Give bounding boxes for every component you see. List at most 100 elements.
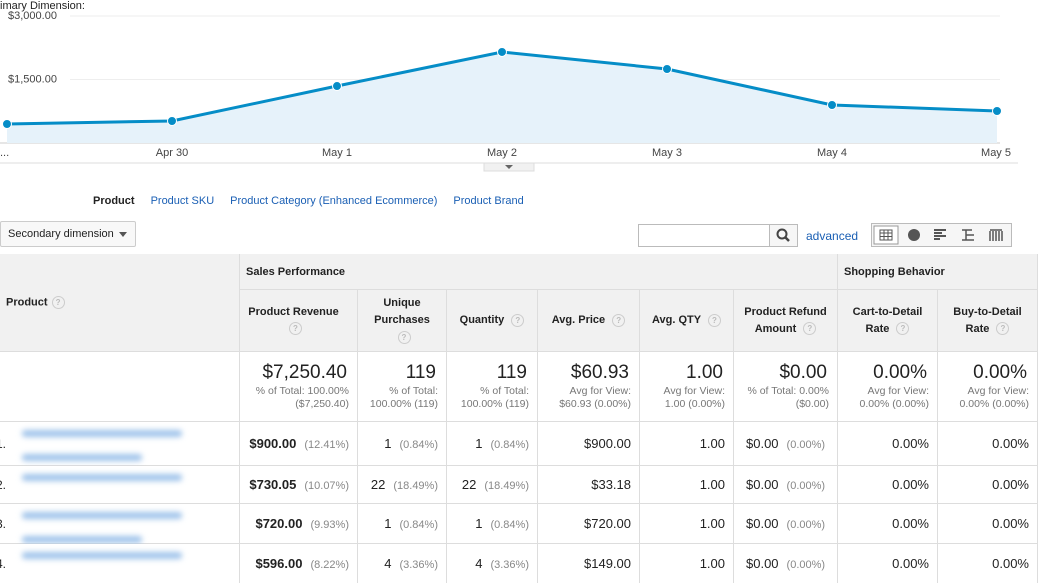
secondary-label: Secondary dimension <box>8 228 114 240</box>
cell-content: 0.00% <box>992 556 1029 571</box>
totals-cell: 119% of Total: 100.00% (119) <box>447 352 538 422</box>
data-cell: 22 (18.49%) <box>447 466 538 504</box>
point <box>662 64 672 75</box>
column-title: Product Refund Amount ? <box>734 304 837 338</box>
data-cell: 0.00% <box>938 504 1038 544</box>
data-cell: 1 (0.84%) <box>358 504 447 544</box>
total-value: $60.93 <box>570 362 629 383</box>
totals-cell: 0.00% Avg for View: 0.00% (0.00%) <box>938 352 1038 422</box>
cell-value: $0.00 <box>746 436 779 451</box>
total-detail: Avg for View: 0.00% (0.00%) <box>959 385 1029 410</box>
cell-content: 0.00% <box>892 516 929 531</box>
row-index: 1. <box>0 437 7 451</box>
cell-content: 0.00% <box>892 556 929 571</box>
cell-value: 0.00% <box>992 436 1029 451</box>
cell-percent: (18.49%) <box>393 480 438 492</box>
cell-value: 1 <box>384 516 392 531</box>
dimension-tab[interactable]: Product SKU <box>150 195 215 207</box>
advanced-link[interactable]: advanced <box>806 229 859 243</box>
data-cell: 1.00 <box>640 504 734 544</box>
row-index: 4. <box>0 557 7 571</box>
dimension-tab[interactable]: Product Brand <box>453 195 524 207</box>
column-title: Unique Purchases ? <box>358 295 446 346</box>
cell-content: 1 (0.84%) <box>384 436 438 451</box>
cell-value: 0.00% <box>992 516 1029 531</box>
secondary-dimension-button[interactable]: Secondary dimension <box>0 221 136 247</box>
x-tick-label: Apr 30 <box>156 147 188 159</box>
data-cell: 0.00% <box>838 422 938 466</box>
column-label: Quantity <box>459 314 505 326</box>
help-icon: ? <box>397 330 411 344</box>
search-input[interactable] <box>638 224 770 247</box>
totals-cell: 1.00 Avg for View: 1.00 (0.00%) <box>640 352 734 422</box>
data-cell: $149.00 <box>538 544 640 583</box>
cell-content: 0.00% <box>992 516 1029 531</box>
total-value: 119 <box>496 362 527 383</box>
total-detail: Avg for View: 0.00% (0.00%) <box>859 385 929 410</box>
data-cell: 1.00 <box>640 466 734 504</box>
blurred-product-name <box>22 474 182 481</box>
totals-label <box>0 352 240 422</box>
bar-view[interactable] <box>934 229 946 240</box>
data-cell: 4 (3.36%) <box>358 544 447 583</box>
total-value: $0.00 <box>779 362 827 383</box>
cell-value: 0.00% <box>892 556 929 571</box>
column-title: Cart-to-Detail Rate ? <box>838 304 937 338</box>
blurred-product-name <box>22 552 182 559</box>
cell-content: $900.00 <box>584 436 631 451</box>
cell-value: $149.00 <box>584 556 631 571</box>
cell-content: $596.00 (8.22%) <box>255 556 349 571</box>
compare-view[interactable] <box>962 229 974 241</box>
column-header: Cart-to-Detail Rate ? <box>838 290 938 352</box>
cell-value: $596.00 <box>255 556 303 571</box>
column-label: Avg. Price <box>551 314 606 326</box>
cell-percent: (0.84%) <box>399 519 438 531</box>
pivot-view[interactable] <box>989 229 1003 241</box>
dimension-tabs: Product Product SKU Product Category (Enha… <box>93 195 540 207</box>
x-tick-label: May 5 <box>981 147 1011 159</box>
cell-percent: (0.00%) <box>786 519 826 531</box>
data-cell: 0.00% <box>938 466 1038 504</box>
data-cell: 1 (0.84%) <box>358 422 447 466</box>
data-cell: $900.00 <box>538 422 640 466</box>
data-cell: 1 (0.84%) <box>447 504 538 544</box>
column-label: Product <box>6 296 48 309</box>
group-header: Shopping Behavior <box>838 254 1038 290</box>
help-icon: ? <box>996 322 1010 336</box>
column-title: Quantity ? <box>452 312 533 329</box>
cell-percent: (0.84%) <box>399 439 438 451</box>
column-label: Cart-to-Detail Rate <box>852 305 923 335</box>
cell-percent: (9.93%) <box>310 519 349 531</box>
pie-view[interactable] <box>908 229 920 241</box>
cell-content: 0.00% <box>892 436 929 451</box>
x-tick-label: May 3 <box>652 147 682 159</box>
product-cell: 4. <box>0 544 240 583</box>
column-header: Product Revenue ? <box>240 290 358 352</box>
totals-cell: 119% of Total: 100.00% (119) <box>358 352 447 422</box>
group-label: Shopping Behavior <box>844 266 945 278</box>
cell-value: 4 <box>475 556 483 571</box>
toggle-arrow <box>505 165 513 169</box>
search-button[interactable] <box>769 224 798 247</box>
cell-percent: (0.84%) <box>490 439 529 451</box>
column-header: Unique Purchases ? <box>358 290 447 352</box>
y-tick-label: $1,500.00 <box>8 73 57 85</box>
cell-content: 1.00 <box>700 516 725 531</box>
row-index: 2. <box>0 478 7 492</box>
cell-value: 1.00 <box>699 477 725 492</box>
cell-value: $720.00 <box>255 516 303 531</box>
table-view[interactable] <box>873 225 899 245</box>
data-cell: 0.00% <box>938 422 1038 466</box>
cell-percent: (0.00%) <box>786 559 826 571</box>
total-value: 0.00% <box>873 362 927 383</box>
cell-content: 1 (0.84%) <box>475 436 529 451</box>
point <box>827 99 837 110</box>
report-table: Product? Sales Performance Shopping Behavi… <box>0 254 1042 583</box>
x-tick-label: May 2 <box>487 147 517 159</box>
help-icon: ? <box>803 322 817 336</box>
dimension-tab[interactable]: Product Category (Enhanced Ecommerce) <box>230 195 438 207</box>
cell-value: 1 <box>475 516 483 531</box>
cell-value: 22 <box>461 477 477 492</box>
data-cell: 0.00% <box>838 544 938 583</box>
cell-value: 0.00% <box>892 477 929 492</box>
